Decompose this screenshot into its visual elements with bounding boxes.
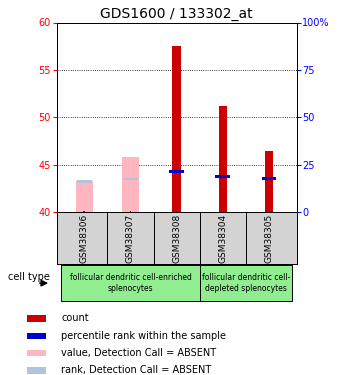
Bar [27,315,46,322]
Bar [262,177,276,180]
Bar [27,368,46,374]
Text: GSM38306: GSM38306 [80,213,89,263]
Bar [265,151,273,212]
Text: rank, Detection Call = ABSENT: rank, Detection Call = ABSENT [61,366,212,375]
Bar [75,181,93,212]
Bar [27,333,46,339]
Text: percentile rank within the sample: percentile rank within the sample [61,331,226,341]
Bar [122,157,139,212]
Text: GSM38305: GSM38305 [264,213,273,263]
Text: GSM38308: GSM38308 [172,213,181,263]
Bar [77,180,92,183]
Bar [268,211,270,212]
Text: follicular dendritic cell-enriched
splenocytes: follicular dendritic cell-enriched splen… [70,273,191,293]
Text: GSM38304: GSM38304 [218,214,227,262]
Text: follicular dendritic cell-
depleted splenocytes: follicular dendritic cell- depleted sple… [202,273,290,293]
Bar [130,211,131,212]
Text: cell type: cell type [9,273,50,282]
Bar [123,177,138,180]
Bar [27,350,46,356]
Bar [215,175,230,178]
Bar [219,106,227,212]
Bar [83,211,85,212]
Bar [200,265,292,301]
Bar [169,170,184,173]
Bar [176,211,178,212]
Bar [61,265,200,301]
Bar [173,46,181,212]
Text: count: count [61,314,89,324]
Bar [222,211,224,212]
Text: value, Detection Call = ABSENT: value, Detection Call = ABSENT [61,348,216,358]
Title: GDS1600 / 133302_at: GDS1600 / 133302_at [100,8,253,21]
Text: GSM38307: GSM38307 [126,213,135,263]
